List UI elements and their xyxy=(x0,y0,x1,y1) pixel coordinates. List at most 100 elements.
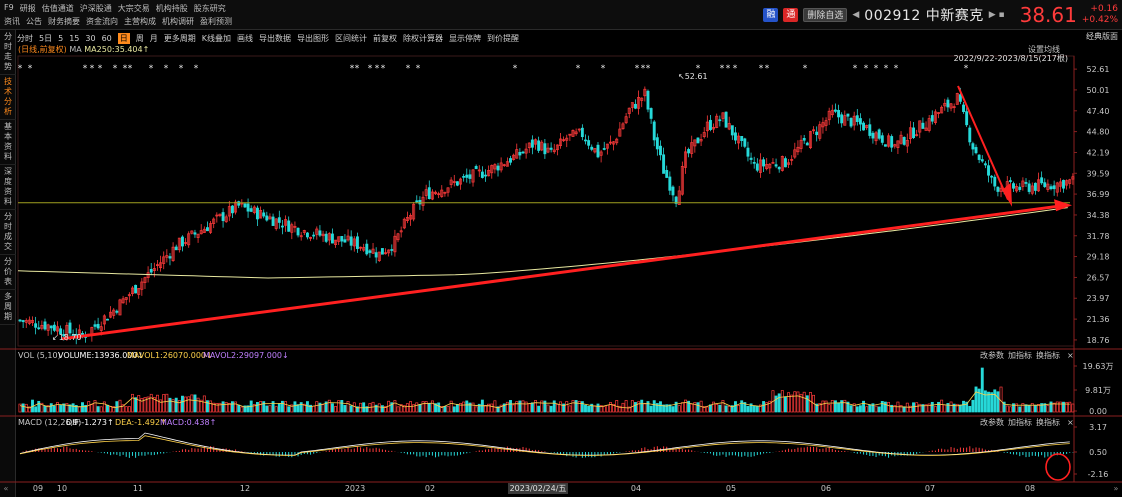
candle-body xyxy=(999,187,1003,192)
toolbar-item-9[interactable]: 更多周期 xyxy=(163,33,196,43)
classic-layout-button[interactable]: 经典版面 xyxy=(1086,32,1118,41)
volume-bar xyxy=(958,404,962,413)
volume-bar xyxy=(783,396,787,413)
volume-bar xyxy=(455,404,459,413)
toolbar-item-7[interactable]: 周 xyxy=(135,33,144,43)
sidebar-item-6[interactable]: 多周期 xyxy=(0,290,16,325)
volume-bar xyxy=(883,401,887,413)
sidebar-item-3[interactable]: 深度资料 xyxy=(0,165,16,210)
volume-bar xyxy=(737,405,741,413)
vol-mavol1-value: MAVOL1:26070.000↓ xyxy=(127,351,213,360)
toolbar-item-1[interactable]: 5日 xyxy=(39,33,53,43)
nav-r2-1[interactable]: 公告 xyxy=(26,17,42,26)
toolbar-item-13[interactable]: 导出图形 xyxy=(297,33,329,43)
volume-bar xyxy=(149,393,153,413)
toolbar-item-4[interactable]: 30 xyxy=(85,33,96,43)
candle-body xyxy=(880,135,884,143)
toolbar-item-17[interactable]: 显示停牌 xyxy=(449,33,481,43)
candle-body xyxy=(143,277,147,283)
candle-body xyxy=(218,213,222,217)
candle-body xyxy=(412,203,416,220)
nav-r1-2[interactable]: 估值通道 xyxy=(41,4,74,13)
candle-body xyxy=(609,141,612,144)
candle-body xyxy=(46,324,50,331)
toolbar-item-18[interactable]: 到价提醒 xyxy=(487,33,519,43)
volume-bar xyxy=(74,405,78,413)
toolbar-item-16[interactable]: 除权计算器 xyxy=(403,33,443,43)
price-change: +0.16 +0.42% xyxy=(1082,4,1118,26)
candle-body xyxy=(855,115,859,122)
volume-bar xyxy=(340,400,344,413)
nav-r2-5[interactable]: 机构调研 xyxy=(162,17,194,26)
toolbar-item-0[interactable]: 分时 xyxy=(17,33,33,43)
nav-r2-6[interactable]: 盈利预测 xyxy=(200,17,232,26)
candle-body xyxy=(559,138,562,147)
remove-watchlist-button[interactable]: 删除自选 xyxy=(803,8,848,22)
volume-bar xyxy=(680,402,684,413)
nav-r2-0[interactable]: 资讯 xyxy=(4,17,20,26)
sidebar-item-4[interactable]: 分时成交 xyxy=(0,210,16,255)
candle-body xyxy=(640,97,644,101)
volume-bar xyxy=(568,405,572,413)
margin-badge[interactable]: 融 xyxy=(763,8,779,22)
event-marker: * xyxy=(83,64,88,74)
volume-bar xyxy=(449,400,453,413)
sidebar-item-5[interactable]: 分价表 xyxy=(0,255,16,290)
toolbar-item-14[interactable]: 区间统计 xyxy=(335,33,367,43)
toolbar-item-5[interactable]: 60 xyxy=(101,33,112,43)
candle-body xyxy=(206,227,209,232)
toolbar-item-10[interactable]: K线叠加 xyxy=(201,33,231,43)
volume-bar xyxy=(580,401,584,413)
toolbar-item-2[interactable]: 5 xyxy=(58,33,64,43)
candle-body xyxy=(371,248,375,254)
volume-bar xyxy=(655,403,659,413)
toolbar-item-8[interactable]: 月 xyxy=(149,33,158,43)
sidebar-item-2[interactable]: 基本资料 xyxy=(0,120,16,165)
prev-stock-icon[interactable]: ◀ xyxy=(852,10,860,20)
candle-body xyxy=(299,235,303,238)
volume-bar xyxy=(537,405,541,413)
connect-badge[interactable]: 通 xyxy=(783,8,799,22)
candle-body xyxy=(355,236,359,249)
nav-r1-0[interactable]: F9 xyxy=(4,3,14,12)
sidebar-item-1[interactable]: 技术分析 xyxy=(0,75,16,120)
toolbar-item-12[interactable]: 导出数据 xyxy=(259,33,291,43)
nav-r2-2[interactable]: 财务摘要 xyxy=(48,17,80,26)
volume-bar xyxy=(530,402,534,413)
volume-bar xyxy=(427,403,431,413)
volume-bar xyxy=(131,393,134,413)
nav-r1-5[interactable]: 机构持股 xyxy=(155,4,188,13)
volume-bar xyxy=(268,405,272,413)
candle-body xyxy=(440,189,444,197)
nav-r1-6[interactable]: 股东研究 xyxy=(193,4,226,13)
volume-bar xyxy=(218,402,222,413)
toolbar-item-11[interactable]: 画线 xyxy=(237,33,253,43)
candle-body xyxy=(131,287,134,294)
nav-r1-4[interactable]: 大宗交易 xyxy=(117,4,150,13)
volume-bar xyxy=(796,391,800,413)
candle-body xyxy=(555,144,559,151)
volume-bar xyxy=(206,400,209,413)
candle-body xyxy=(833,109,837,112)
next-stock-icon[interactable]: ▶ ▪ xyxy=(988,10,1005,20)
drop-arrowhead xyxy=(1002,182,1012,207)
volume-bar xyxy=(99,406,103,413)
volume-bar xyxy=(252,404,256,413)
nav-r2-4[interactable]: 主营构成 xyxy=(124,17,156,26)
nav-r2-3[interactable]: 资金流向 xyxy=(86,17,118,26)
toolbar-item-6[interactable]: 日 xyxy=(117,32,130,44)
sidebar-item-0[interactable]: 分时走势 xyxy=(0,30,16,75)
candle-body xyxy=(1018,186,1022,190)
volume-bar xyxy=(1024,404,1028,413)
price-tick-label: 36.99 xyxy=(1087,190,1110,199)
candle-body xyxy=(649,108,653,119)
volume-bar xyxy=(902,406,906,413)
volume-bar xyxy=(190,394,194,413)
toolbar-item-3[interactable]: 15 xyxy=(69,33,80,43)
nav-r1-1[interactable]: 研报 xyxy=(19,4,36,13)
nav-r1-3[interactable]: 沪深股通 xyxy=(79,4,112,13)
toolbar-item-15[interactable]: 前复权 xyxy=(373,33,397,43)
volume-bar xyxy=(815,403,819,413)
volume-bar xyxy=(812,394,816,413)
